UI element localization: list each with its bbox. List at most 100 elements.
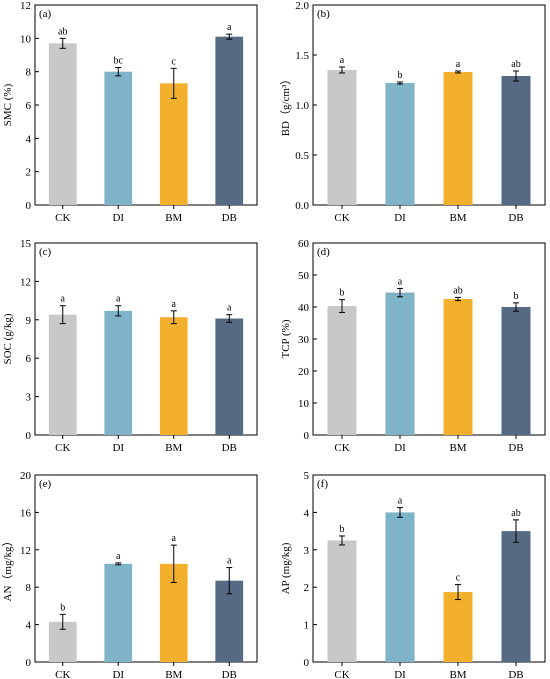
y-tick-label: 1 xyxy=(304,620,310,632)
y-tick-label: 3 xyxy=(26,392,32,404)
bar-di xyxy=(104,563,133,662)
x-tick-label: CK xyxy=(55,212,70,224)
y-tick-label: 2 xyxy=(304,582,310,594)
y-tick-label: 6 xyxy=(26,100,32,112)
significance-letter: a xyxy=(116,294,121,305)
x-tick-label: DI xyxy=(394,212,406,224)
y-tick-label: 12 xyxy=(20,276,31,288)
bar-db xyxy=(501,531,531,662)
x-tick-label: DI xyxy=(394,669,406,679)
panel-label: (a) xyxy=(39,8,52,20)
chart-panel-1: (a) 0 2 4 6 8 10 12 SMC (%) ab CK bc DI c BM a DB xyxy=(2,0,258,224)
y-tick-label: 4 xyxy=(304,507,310,519)
significance-letter: c xyxy=(456,573,461,584)
y-axis-label: SMC (%) xyxy=(2,83,14,126)
x-tick-label: BM xyxy=(449,212,466,224)
y-tick-label: 30 xyxy=(298,334,310,346)
significance-letter: ab xyxy=(511,508,520,519)
bar-di xyxy=(385,512,415,662)
significance-letter: a xyxy=(398,496,403,507)
bar-bm xyxy=(443,72,473,205)
bar-di xyxy=(104,71,133,206)
y-tick-label: 20 xyxy=(20,470,32,482)
y-tick-label: 50 xyxy=(298,270,310,282)
chart-panel-5: (e) 0 4 8 12 16 20 AN（mg/kg） b CK a DI a BM a DB xyxy=(1,470,258,679)
bar-ck xyxy=(327,306,357,435)
y-tick-label: 40 xyxy=(298,302,310,314)
x-tick-label: DB xyxy=(222,442,237,454)
significance-letter: a xyxy=(172,299,177,310)
significance-letter: a xyxy=(116,551,121,562)
bar-db xyxy=(501,76,531,205)
significance-letter: a xyxy=(227,556,232,567)
bar-bm xyxy=(443,299,473,435)
y-tick-label: 15 xyxy=(20,238,32,250)
bar-db xyxy=(501,307,531,435)
y-tick-label: 4 xyxy=(26,620,32,632)
y-axis-label: AP (mg/kg) xyxy=(280,542,292,594)
x-tick-label: DB xyxy=(222,669,237,679)
significance-letter: a xyxy=(398,276,403,287)
y-tick-label: 2.0 xyxy=(295,0,309,12)
bar-bm xyxy=(443,592,473,662)
x-tick-label: CK xyxy=(334,442,349,454)
bar-bm xyxy=(159,83,188,205)
plot-frame xyxy=(34,242,258,436)
y-tick-label: 0 xyxy=(304,430,310,442)
y-axis-label: SOC (g/kg) xyxy=(2,313,14,364)
x-tick-label: BM xyxy=(165,212,182,224)
y-tick-label: 12 xyxy=(20,545,31,557)
plot-frame xyxy=(34,474,258,663)
x-tick-label: DI xyxy=(112,669,124,679)
significance-letter: bc xyxy=(114,56,124,67)
panel-label: (d) xyxy=(317,246,330,258)
y-tick-label: 0 xyxy=(26,430,32,442)
plot-frame xyxy=(312,474,546,663)
significance-letter: ab xyxy=(58,26,67,37)
y-tick-label: 5 xyxy=(304,470,310,482)
bar-db xyxy=(215,318,244,435)
y-tick-label: 1.5 xyxy=(295,50,309,62)
bar-db xyxy=(215,36,244,205)
significance-letter: a xyxy=(61,294,66,305)
y-axis-label: AN（mg/kg） xyxy=(1,536,14,602)
significance-letter: ab xyxy=(511,59,520,70)
y-tick-label: 0 xyxy=(26,200,32,212)
y-tick-label: 10 xyxy=(298,398,310,410)
y-axis-label: TCP (%) xyxy=(280,319,292,358)
y-tick-label: 20 xyxy=(298,366,310,378)
significance-letter: b xyxy=(340,288,345,299)
bar-di xyxy=(385,83,415,205)
y-tick-label: 0 xyxy=(304,657,310,669)
significance-letter: ab xyxy=(453,285,462,296)
chart-panel-4: (d) 0 10 20 30 40 50 60 TCP (%) b CK a DI ab BM b DB xyxy=(280,238,546,454)
y-tick-label: 16 xyxy=(20,507,32,519)
x-tick-label: DI xyxy=(112,212,124,224)
significance-letter: a xyxy=(456,59,461,70)
y-tick-label: 8 xyxy=(26,67,32,79)
bar-ck xyxy=(48,314,77,435)
chart-panel-6: (f) 0 1 2 3 4 5 AP (mg/kg) b CK a DI c BM ab DB xyxy=(280,470,546,679)
significance-letter: b xyxy=(514,291,519,302)
bar-ck xyxy=(48,43,77,206)
significance-letter: c xyxy=(172,56,177,67)
significance-letter: b xyxy=(60,602,65,613)
y-tick-label: 1.0 xyxy=(295,100,309,112)
x-tick-label: DB xyxy=(508,442,523,454)
significance-letter: a xyxy=(340,55,345,66)
bar-di xyxy=(385,292,415,435)
x-tick-label: CK xyxy=(334,212,349,224)
x-tick-label: DB xyxy=(222,212,237,224)
y-tick-label: 60 xyxy=(298,238,310,250)
y-tick-label: 0 xyxy=(26,657,32,669)
y-tick-label: 2 xyxy=(26,167,32,179)
y-tick-label: 8 xyxy=(26,582,32,594)
x-tick-label: DI xyxy=(394,442,406,454)
panel-label: (c) xyxy=(39,246,52,258)
bar-ck xyxy=(327,70,357,205)
x-tick-label: BM xyxy=(165,442,182,454)
panel-label: (f) xyxy=(317,478,328,490)
y-tick-label: 6 xyxy=(26,353,32,365)
significance-letter: b xyxy=(398,70,403,81)
